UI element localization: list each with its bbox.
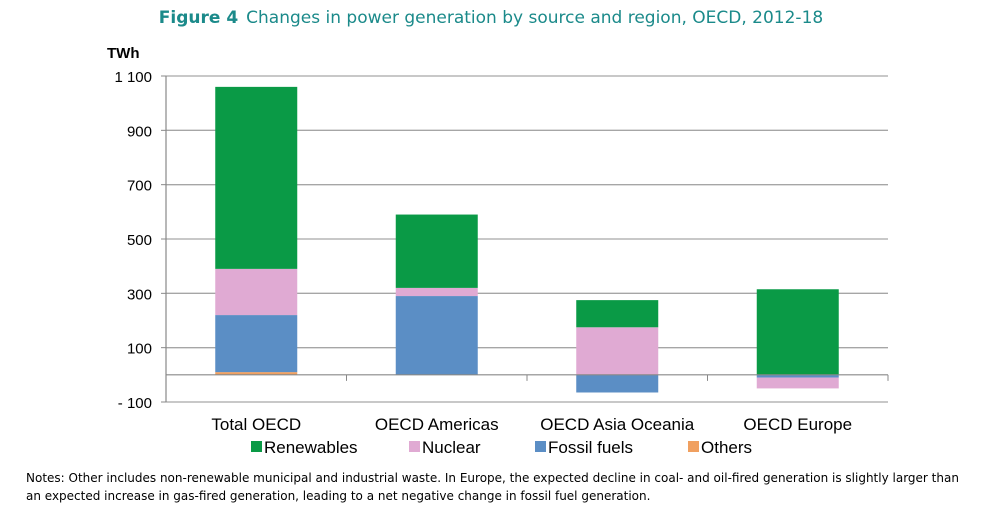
bar-others [215, 372, 298, 375]
x-tick-label: OECD Americas [375, 415, 499, 434]
bar-fossil [756, 374, 839, 378]
y-tick-label: - 100 [118, 395, 152, 412]
legend-swatch-renewables [251, 441, 262, 452]
legend-swatch-fossil [535, 441, 546, 452]
bar-nuclear [215, 268, 298, 316]
legend-label: Fossil fuels [548, 438, 633, 457]
bar-nuclear [395, 287, 478, 297]
y-tick-label: 1 100 [114, 69, 152, 86]
bar-fossil [215, 315, 298, 373]
y-tick-label: 900 [127, 123, 152, 140]
figure-title-text: Changes in power generation by source an… [246, 8, 824, 28]
legend-label: Others [701, 438, 752, 457]
notes-text: Notes: Other includes non-renewable muni… [26, 471, 959, 503]
figure-title: Figure 4 Changes in power generation by s… [0, 8, 982, 28]
bar-nuclear [756, 377, 839, 389]
legend-swatch-others [688, 441, 699, 452]
y-axis-label: TWh [107, 45, 139, 62]
x-tick-labels: Total OECD OECD Americas OECD Asia Oceania… [211, 415, 852, 434]
bars [215, 86, 839, 393]
axes [165, 76, 889, 402]
y-tick-label: 100 [127, 341, 152, 358]
legend-swatch-nuclear [409, 441, 420, 452]
bar-renewables [756, 289, 839, 375]
legend-label: Renewables [264, 438, 358, 457]
x-tick-label: Total OECD [211, 415, 301, 434]
bar-renewables [395, 214, 478, 288]
bar-renewables [215, 86, 298, 269]
y-tick-label: 700 [127, 178, 152, 195]
bar-fossil [576, 374, 659, 393]
legend: Renewables Nuclear Fossil fuels Others [251, 438, 752, 457]
x-tick-label: OECD Europe [743, 415, 852, 434]
stacked-bar-chart: TWh - 100 100 300 500 700 900 1 100 Total OECD… [107, 45, 889, 457]
y-tick-label: 300 [127, 286, 152, 303]
y-tick-labels: - 100 100 300 500 700 900 1 100 [114, 69, 152, 412]
figure-number: Figure 4 [158, 8, 239, 28]
x-tick-label: OECD Asia Oceania [540, 415, 695, 434]
y-tick-label: 500 [127, 232, 152, 249]
bar-nuclear [576, 327, 659, 375]
bar-fossil [395, 296, 478, 375]
legend-label: Nuclear [422, 438, 481, 457]
bar-renewables [576, 300, 659, 328]
